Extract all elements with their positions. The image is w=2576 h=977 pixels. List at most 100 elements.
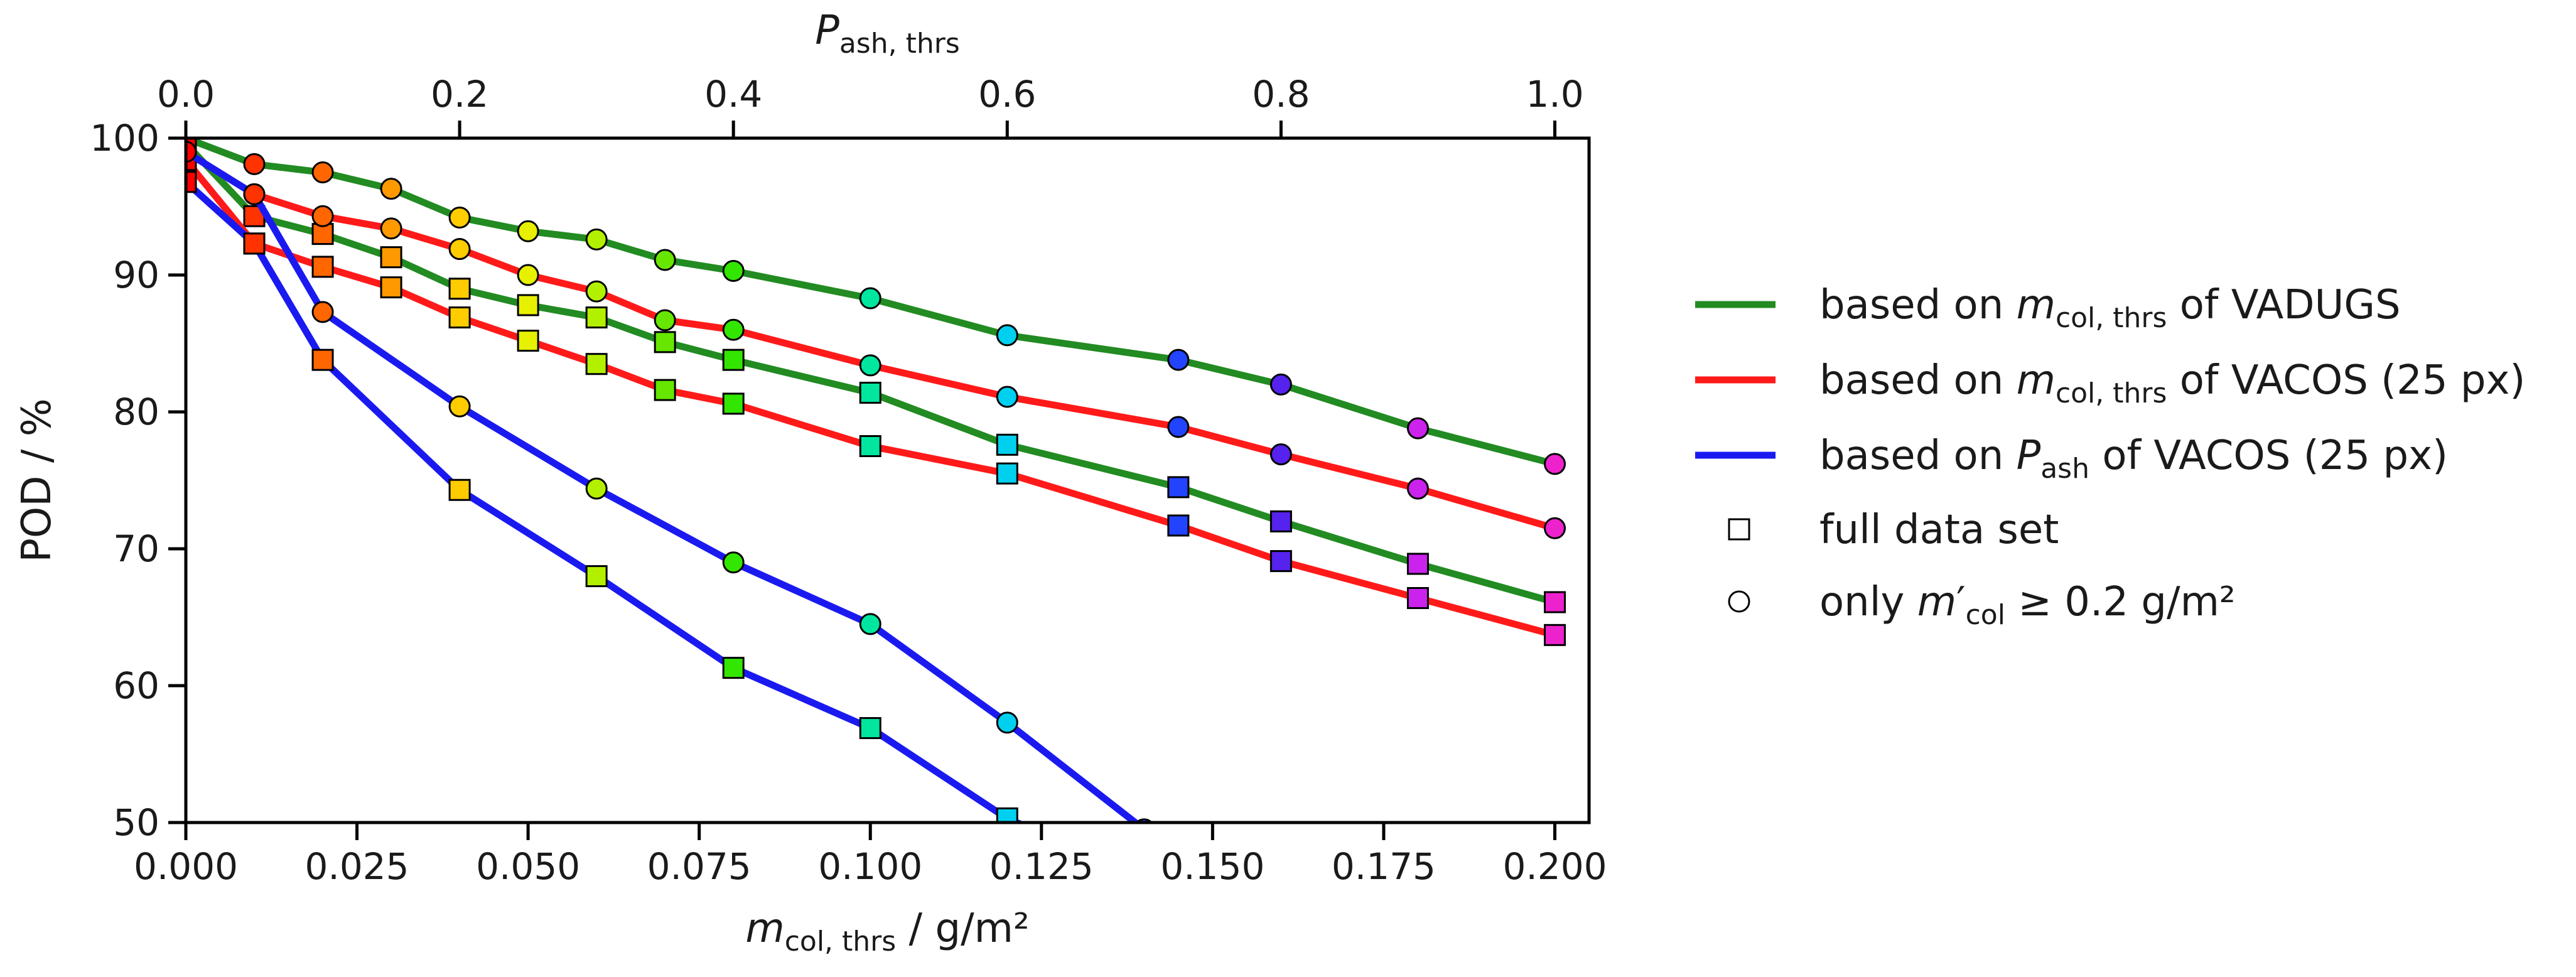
y-tick-label: 90 bbox=[113, 254, 159, 296]
data-point bbox=[996, 462, 1018, 485]
data-point bbox=[186, 141, 197, 163]
data-point bbox=[859, 287, 881, 310]
data-point bbox=[859, 354, 881, 377]
data-point bbox=[859, 717, 881, 740]
data-point bbox=[1167, 476, 1190, 499]
data-point bbox=[722, 551, 745, 574]
data-point bbox=[311, 301, 334, 323]
x2-tick-label: 0.8 bbox=[1252, 73, 1310, 116]
plot-frame bbox=[184, 136, 1591, 824]
data-point bbox=[243, 232, 266, 255]
data-point bbox=[722, 259, 745, 282]
data-point bbox=[654, 379, 676, 401]
data-point bbox=[517, 330, 539, 352]
data-point bbox=[1269, 443, 1292, 466]
legend-label: based on mcol, thrs of VACOS (25 px) bbox=[1819, 357, 2525, 409]
data-point bbox=[380, 178, 402, 200]
data-point bbox=[585, 228, 608, 251]
data-point bbox=[996, 433, 1018, 456]
data-point bbox=[517, 294, 539, 316]
x-tick-label: 0.125 bbox=[989, 845, 1094, 888]
x-axis-title: mcol, thrs / g/m² bbox=[745, 905, 1029, 958]
data-point bbox=[1406, 477, 1429, 500]
y-tick-label: 100 bbox=[90, 117, 159, 159]
data-point bbox=[654, 309, 676, 332]
data-point bbox=[448, 206, 471, 229]
data-point bbox=[311, 256, 334, 278]
legend-label: based on Pash of VACOS (25 px) bbox=[1819, 433, 2448, 485]
data-point bbox=[722, 657, 745, 679]
data-point bbox=[380, 246, 402, 269]
legend-circle-swatch bbox=[1728, 590, 1750, 613]
x-tick-label: 0.200 bbox=[1502, 845, 1607, 888]
data-point bbox=[1406, 586, 1429, 609]
x2-tick-label: 1.0 bbox=[1526, 73, 1583, 116]
data-point bbox=[448, 278, 471, 300]
data-point bbox=[380, 217, 402, 240]
series-layer bbox=[186, 138, 1566, 823]
x-tick-label: 0.150 bbox=[1160, 845, 1264, 888]
data-point bbox=[311, 161, 334, 183]
data-point bbox=[1543, 591, 1566, 613]
y-tick-label: 80 bbox=[113, 391, 159, 433]
data-point bbox=[243, 153, 266, 175]
data-point bbox=[1543, 517, 1566, 539]
y-tick-label: 50 bbox=[113, 801, 159, 844]
data-point bbox=[722, 318, 745, 341]
x-tick-label: 0.175 bbox=[1332, 845, 1436, 888]
data-point bbox=[311, 205, 334, 227]
data-point bbox=[585, 477, 608, 500]
data-point bbox=[448, 306, 471, 329]
data-point bbox=[1167, 416, 1190, 438]
data-point bbox=[448, 395, 471, 418]
data-point bbox=[380, 276, 402, 299]
x-tick-label: 0.050 bbox=[476, 845, 580, 888]
data-point bbox=[1167, 514, 1190, 537]
data-point bbox=[654, 249, 676, 271]
titles-layer: mcol, thrs / g/m² Pash, thrs POD / % bbox=[14, 8, 1030, 958]
legend-label: full data set bbox=[1819, 507, 2059, 553]
x-tick-label: 0.000 bbox=[134, 845, 238, 888]
data-point bbox=[186, 171, 197, 193]
legend-label: only m′col ≥ 0.2 g/m² bbox=[1819, 579, 2236, 631]
x2-tick-label: 0.6 bbox=[978, 73, 1036, 116]
data-point bbox=[311, 348, 334, 371]
ticks-layer: 0.000 0.025 0.050 0.075 0.100 0.125 0.150 0.175… bbox=[90, 73, 1607, 888]
data-point bbox=[859, 435, 881, 457]
data-point bbox=[1543, 623, 1566, 646]
x-tick-label: 0.075 bbox=[647, 845, 752, 888]
data-point bbox=[448, 478, 471, 501]
data-point bbox=[1167, 348, 1190, 371]
x-tick-label: 0.025 bbox=[305, 845, 409, 888]
data-point bbox=[585, 280, 608, 303]
data-point bbox=[585, 353, 608, 375]
y-tick-label: 70 bbox=[113, 527, 159, 570]
x2-tick-label: 0.2 bbox=[431, 73, 488, 116]
x2-axis-title: Pash, thrs bbox=[815, 8, 960, 60]
data-point bbox=[722, 348, 745, 371]
data-point bbox=[1269, 550, 1292, 573]
data-point bbox=[859, 613, 881, 635]
legend-square-swatch bbox=[1728, 518, 1750, 541]
data-point bbox=[1406, 417, 1429, 440]
data-point bbox=[585, 306, 608, 329]
data-point bbox=[722, 392, 745, 415]
data-point bbox=[243, 183, 266, 205]
y-tick-label: 60 bbox=[113, 664, 159, 707]
data-point bbox=[859, 381, 881, 404]
x-tick-label: 0.100 bbox=[818, 845, 922, 888]
data-point bbox=[996, 324, 1018, 347]
legend: based on mcol, thrs of VADUGS based on mc… bbox=[1695, 282, 2525, 631]
data-point bbox=[585, 565, 608, 588]
data-point bbox=[1406, 553, 1429, 575]
data-point bbox=[1269, 373, 1292, 396]
data-point bbox=[996, 711, 1018, 734]
data-point bbox=[448, 238, 471, 261]
data-point bbox=[517, 264, 539, 286]
data-point bbox=[996, 807, 1018, 823]
x2-tick-label: 0.0 bbox=[157, 73, 215, 116]
y-axis-title: POD / % bbox=[14, 398, 60, 562]
data-point bbox=[1269, 510, 1292, 532]
data-point bbox=[517, 220, 539, 242]
